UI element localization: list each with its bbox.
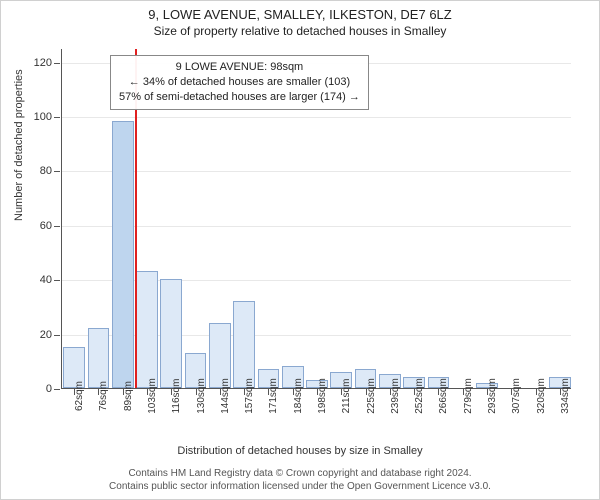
x-tick-label: 157sqm <box>244 378 255 414</box>
x-tick-label: 62sqm <box>74 381 85 411</box>
title-sub: Size of property relative to detached ho… <box>1 22 599 38</box>
footnote-line1: Contains HM Land Registry data © Crown c… <box>1 467 599 480</box>
histogram-bar <box>112 121 134 388</box>
annotation-line: 57% of semi-detached houses are larger (… <box>119 90 360 105</box>
y-tick <box>54 335 60 336</box>
x-tick-label: 130sqm <box>196 378 207 414</box>
histogram-bar <box>160 279 182 388</box>
x-tick-label: 239sqm <box>390 378 401 414</box>
x-tick-label: 279sqm <box>463 378 474 414</box>
grid-line <box>62 117 571 118</box>
chart-container: 9, LOWE AVENUE, SMALLEY, ILKESTON, DE7 6… <box>0 0 600 500</box>
y-tick-label: 60 <box>40 220 52 232</box>
x-tick-label: 89sqm <box>123 381 134 411</box>
x-tick-label: 266sqm <box>438 378 449 414</box>
histogram-bar <box>136 271 158 388</box>
x-tick-label: 211sqm <box>341 379 352 414</box>
chart-area: 02040608010012062sqm76sqm89sqm103sqm116s… <box>61 49 571 389</box>
y-tick-label: 120 <box>34 57 52 69</box>
x-tick-label: 171sqm <box>268 378 279 414</box>
x-tick-label: 198sqm <box>317 378 328 414</box>
annotation-line: 9 LOWE AVENUE: 98sqm <box>119 60 360 75</box>
x-tick-label: 307sqm <box>511 378 522 414</box>
title-main: 9, LOWE AVENUE, SMALLEY, ILKESTON, DE7 6… <box>1 1 599 22</box>
x-tick-label: 334sqm <box>560 378 571 414</box>
y-tick-label: 80 <box>40 165 52 177</box>
x-tick-label: 225sqm <box>366 378 377 414</box>
y-tick <box>54 389 60 390</box>
x-tick-label: 76sqm <box>98 381 109 411</box>
footnote-line2: Contains public sector information licen… <box>1 480 599 493</box>
histogram-bar <box>88 328 110 388</box>
x-tick-label: 184sqm <box>293 378 304 414</box>
y-tick-label: 20 <box>40 329 52 341</box>
y-tick-label: 40 <box>40 274 52 286</box>
grid-line <box>62 226 571 227</box>
x-tick-label: 293sqm <box>487 378 498 414</box>
annotation-line: ← 34% of detached houses are smaller (10… <box>119 75 360 90</box>
x-tick-label: 103sqm <box>147 378 158 414</box>
y-tick <box>54 63 60 64</box>
y-tick-label: 100 <box>34 111 52 123</box>
x-tick-label: 320sqm <box>536 378 547 414</box>
x-tick-label: 144sqm <box>220 378 231 414</box>
y-tick <box>54 280 60 281</box>
x-tick-label: 116sqm <box>171 379 182 414</box>
plot-region: 02040608010012062sqm76sqm89sqm103sqm116s… <box>61 49 571 389</box>
y-tick-label: 0 <box>46 383 52 395</box>
grid-line <box>62 171 571 172</box>
histogram-bar <box>233 301 255 388</box>
x-tick-label: 252sqm <box>414 378 425 414</box>
y-tick <box>54 117 60 118</box>
annotation-box: 9 LOWE AVENUE: 98sqm← 34% of detached ho… <box>110 55 369 110</box>
x-axis-label: Distribution of detached houses by size … <box>1 445 599 457</box>
y-tick <box>54 226 60 227</box>
y-tick <box>54 171 60 172</box>
y-axis-label: Number of detached properties <box>13 69 25 221</box>
footnote: Contains HM Land Registry data © Crown c… <box>1 467 599 493</box>
